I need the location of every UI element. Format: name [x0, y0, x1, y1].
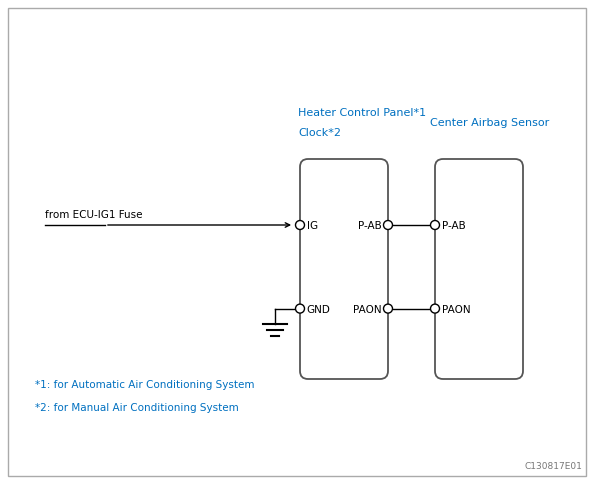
Text: Clock*2: Clock*2	[298, 128, 341, 138]
Text: Heater Control Panel*1: Heater Control Panel*1	[298, 108, 426, 118]
Text: P-AB: P-AB	[358, 221, 381, 230]
Circle shape	[384, 221, 393, 230]
Text: PAON: PAON	[353, 304, 381, 314]
Text: P-AB: P-AB	[441, 221, 465, 230]
FancyBboxPatch shape	[435, 160, 523, 379]
Text: IG: IG	[306, 221, 318, 230]
Circle shape	[296, 304, 305, 314]
Text: *2: for Manual Air Conditioning System: *2: for Manual Air Conditioning System	[35, 402, 239, 412]
Text: from ECU-IG1 Fuse: from ECU-IG1 Fuse	[45, 210, 142, 220]
Circle shape	[384, 304, 393, 314]
Text: *1: for Automatic Air Conditioning System: *1: for Automatic Air Conditioning Syste…	[35, 379, 255, 389]
Text: Center Airbag Sensor: Center Airbag Sensor	[430, 118, 549, 128]
Circle shape	[296, 221, 305, 230]
Text: PAON: PAON	[441, 304, 470, 314]
Circle shape	[431, 304, 440, 314]
Text: C130817E01: C130817E01	[524, 461, 582, 470]
FancyBboxPatch shape	[300, 160, 388, 379]
Text: GND: GND	[306, 304, 330, 314]
Circle shape	[431, 221, 440, 230]
